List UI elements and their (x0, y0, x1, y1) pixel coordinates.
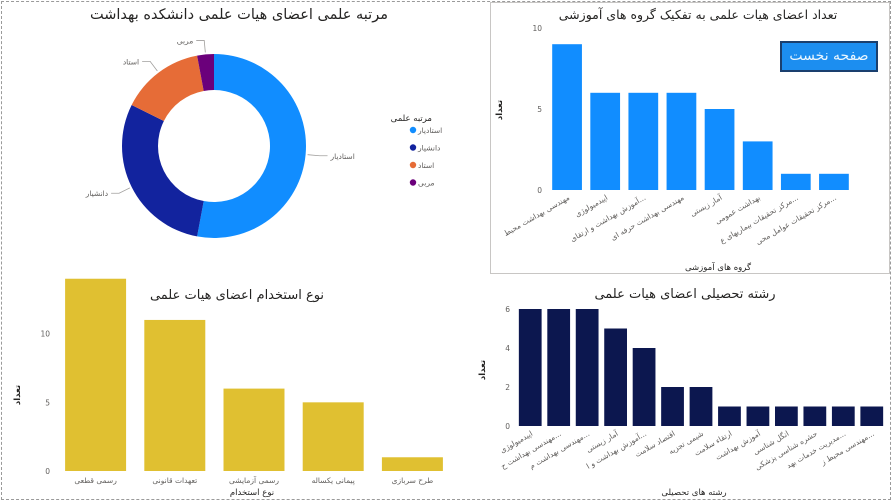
donut-slice[interactable] (131, 55, 204, 122)
donut-slice-label: مربی (177, 36, 194, 45)
donut-leader-line (307, 154, 328, 157)
donut-slice-label: دانشیار (85, 189, 108, 198)
employment-bar-chart: نوع استخدام اعضای هیات علمی تعداد نوع اس… (13, 278, 443, 498)
groups-bar-chart: تعداد اعضای هیات علمی به تفکیک گروه های … (495, 7, 849, 273)
fields-bar-chart: رشته تحصیلی اعضای هیات علمی تعداد رشته ه… (478, 287, 884, 498)
legend-title: مرتبه علمی (391, 114, 432, 124)
legend-item-label[interactable]: مربی (418, 179, 435, 188)
x-tick-label: رسمی قطعی (74, 476, 117, 485)
bar[interactable] (704, 109, 735, 190)
bar[interactable] (628, 92, 659, 190)
donut-leader-line (196, 40, 206, 53)
bar[interactable] (746, 406, 770, 427)
legend-marker (409, 161, 417, 169)
bar[interactable] (632, 348, 656, 426)
bar[interactable] (518, 309, 542, 426)
bar[interactable] (780, 173, 811, 190)
bar[interactable] (803, 406, 827, 427)
y-tick-label: 0 (505, 422, 510, 431)
donut-leader-line (142, 61, 158, 72)
donut-slice-label: استاد (123, 57, 139, 66)
donut-chart-title: مرتبه علمی اعضای هیات علمی دانشکده بهداش… (90, 7, 388, 23)
employment-chart-panel: نوع استخدام اعضای هیات علمی تعداد نوع اس… (4, 278, 470, 500)
donut-chart: مرتبه علمی اعضای هیات علمی دانشکده بهداش… (85, 7, 442, 238)
x-tick-label: مهندسی بهداشت حرفه ای (609, 193, 685, 242)
groups-chart-title: تعداد اعضای هیات علمی به تفکیک گروه های … (559, 7, 838, 23)
bar[interactable] (831, 406, 855, 427)
y-tick-label: 0 (537, 186, 542, 195)
employment-y-axis-label: تعداد (13, 385, 23, 405)
x-tick-label: طرح سربازی (392, 476, 434, 485)
bar[interactable] (381, 457, 443, 471)
bar[interactable] (302, 402, 364, 471)
y-tick-label: 0 (45, 467, 50, 476)
legend-item-label[interactable]: استاد (418, 161, 434, 170)
y-tick-label: 10 (532, 24, 542, 33)
bar[interactable] (223, 388, 285, 471)
donut-slice[interactable] (197, 54, 306, 238)
legend-item-label[interactable]: دانشیار (417, 144, 440, 153)
legend-marker (409, 126, 417, 134)
x-tick-label: مهندسی بهداشت محیط (502, 193, 571, 238)
bar[interactable] (552, 44, 582, 191)
bar[interactable] (742, 141, 773, 190)
donut-slice-label: استادیار (330, 152, 355, 161)
groups-chart-panel: تعداد اعضای هیات علمی به تفکیک گروه های … (490, 2, 890, 274)
bar[interactable] (575, 309, 599, 426)
bar[interactable] (718, 406, 741, 427)
fields-chart-panel: رشته تحصیلی اعضای هیات علمی تعداد رشته ه… (476, 280, 890, 500)
y-tick-label: 10 (40, 330, 50, 339)
groups-x-axis-label: گروه های آموزشی (685, 261, 752, 273)
bar[interactable] (604, 328, 627, 427)
employment-chart-title: نوع استخدام اعضای هیات علمی (150, 288, 324, 303)
bar[interactable] (661, 387, 684, 426)
y-tick-label: 6 (505, 305, 510, 314)
bar[interactable] (775, 406, 798, 427)
bar[interactable] (590, 92, 621, 190)
bar[interactable] (689, 387, 713, 426)
bar[interactable] (144, 319, 206, 471)
y-tick-label: 5 (537, 105, 542, 114)
fields-chart-title: رشته تحصیلی اعضای هیات علمی (594, 287, 775, 302)
donut-leader-line (111, 187, 131, 194)
x-tick-label: تعهدات قانونی (152, 476, 197, 485)
bar[interactable] (65, 278, 127, 471)
x-tick-label: رسمی آزمایشی (229, 475, 279, 485)
bar[interactable] (819, 173, 849, 190)
y-tick-label: 2 (505, 383, 510, 392)
groups-y-axis-label: تعداد (495, 100, 505, 120)
legend-marker (409, 144, 417, 151)
fields-x-axis-label: رشته های تحصیلی (661, 488, 726, 498)
donut-slice[interactable] (121, 104, 204, 237)
y-tick-label: 4 (505, 344, 510, 353)
home-page-button[interactable]: صفحه نخست (780, 41, 878, 72)
donut-chart-panel: مرتبه علمی اعضای هیات علمی دانشکده بهداش… (4, 2, 482, 272)
bar[interactable] (666, 92, 697, 190)
legend-item-label[interactable]: استادیار (417, 126, 442, 135)
x-tick-label: پیمانی یکساله (312, 476, 355, 485)
y-tick-label: 5 (45, 398, 50, 407)
bar[interactable] (860, 406, 884, 427)
bar[interactable] (547, 309, 571, 426)
legend-marker (409, 179, 417, 186)
fields-y-axis-label: تعداد (478, 360, 488, 380)
employment-x-axis-label: نوع استخدام (230, 488, 274, 498)
donut-slice[interactable] (197, 54, 214, 91)
